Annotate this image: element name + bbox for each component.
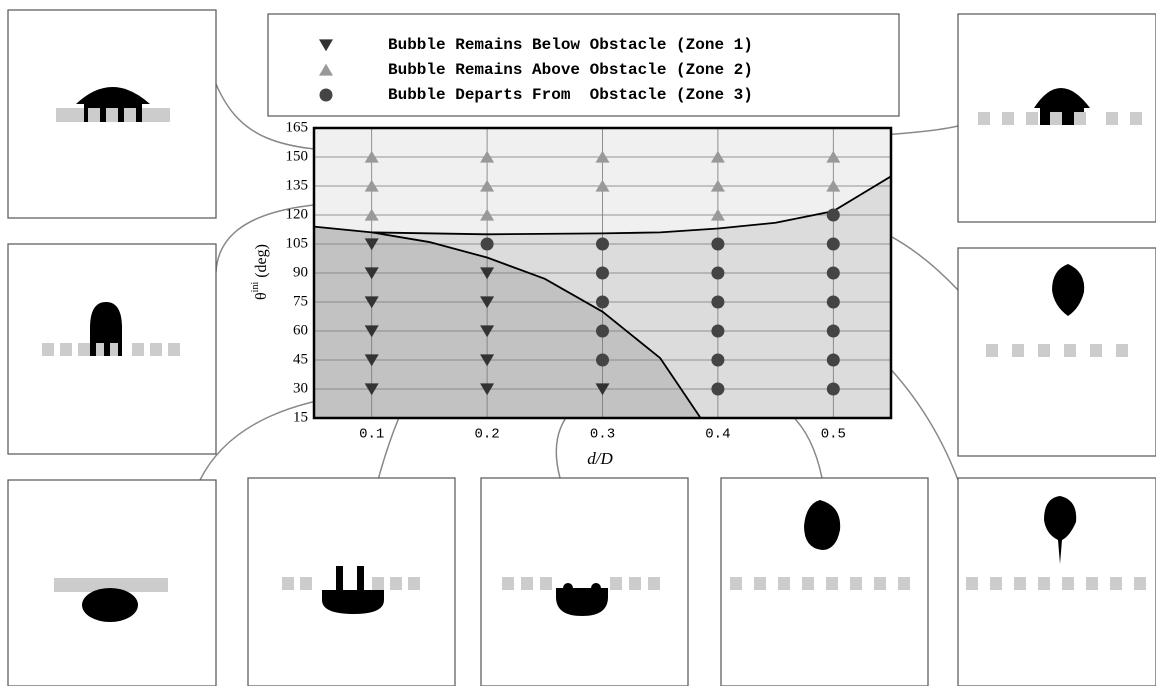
marker bbox=[596, 325, 609, 338]
marker bbox=[596, 354, 609, 367]
marker bbox=[711, 383, 724, 396]
y-axis-label: θini (deg) bbox=[250, 244, 269, 300]
y-tick-label: 165 bbox=[286, 119, 309, 135]
y-tick-label: 90 bbox=[293, 264, 308, 280]
y-tick-label: 105 bbox=[286, 235, 309, 251]
y-tick-label: 150 bbox=[286, 148, 309, 164]
legend-label: Bubble Remains Below Obstacle (Zone 1) bbox=[388, 36, 753, 54]
marker bbox=[827, 325, 840, 338]
y-tick-label: 60 bbox=[293, 322, 308, 338]
plot: 15 30 45 60 75 90 105 120 135 150 165 0.1 0.2 0.3 0.4 0… bbox=[286, 119, 892, 442]
legend-label: Bubble Remains Above Obstacle (Zone 2) bbox=[388, 61, 753, 79]
marker bbox=[711, 267, 724, 280]
y-tick-label: 15 bbox=[293, 409, 308, 425]
marker bbox=[481, 238, 494, 251]
x-tick-label: 0.2 bbox=[474, 427, 499, 443]
x-tick-label: 0.1 bbox=[359, 427, 384, 443]
marker bbox=[827, 209, 840, 222]
marker bbox=[827, 238, 840, 251]
marker bbox=[827, 267, 840, 280]
y-tick-label: 135 bbox=[286, 177, 309, 193]
x-tick-label: 0.5 bbox=[821, 427, 846, 443]
marker bbox=[711, 238, 724, 251]
legend-label: Bubble Departs From Obstacle (Zone 3) bbox=[388, 86, 753, 104]
marker bbox=[596, 238, 609, 251]
marker bbox=[711, 354, 724, 367]
y-tick-label: 75 bbox=[293, 293, 308, 309]
figure: Bubble Remains Below Obstacle (Zone 1) Bu… bbox=[0, 0, 1156, 686]
marker bbox=[596, 296, 609, 309]
marker bbox=[711, 325, 724, 338]
y-label-unit: (deg) bbox=[253, 244, 270, 278]
y-tick-label: 45 bbox=[293, 351, 308, 367]
marker bbox=[827, 296, 840, 309]
marker bbox=[827, 383, 840, 396]
marker bbox=[711, 296, 724, 309]
marker bbox=[596, 267, 609, 280]
x-axis-label: d/D bbox=[587, 449, 613, 468]
y-label-superscript: ini bbox=[250, 282, 261, 293]
y-tick-label: 120 bbox=[286, 206, 309, 222]
y-tick-label: 30 bbox=[293, 380, 308, 396]
marker bbox=[320, 89, 333, 102]
y-label-symbol: θ bbox=[253, 292, 270, 300]
marker bbox=[827, 354, 840, 367]
x-tick-label: 0.4 bbox=[705, 427, 730, 443]
x-tick-label: 0.3 bbox=[590, 427, 615, 443]
